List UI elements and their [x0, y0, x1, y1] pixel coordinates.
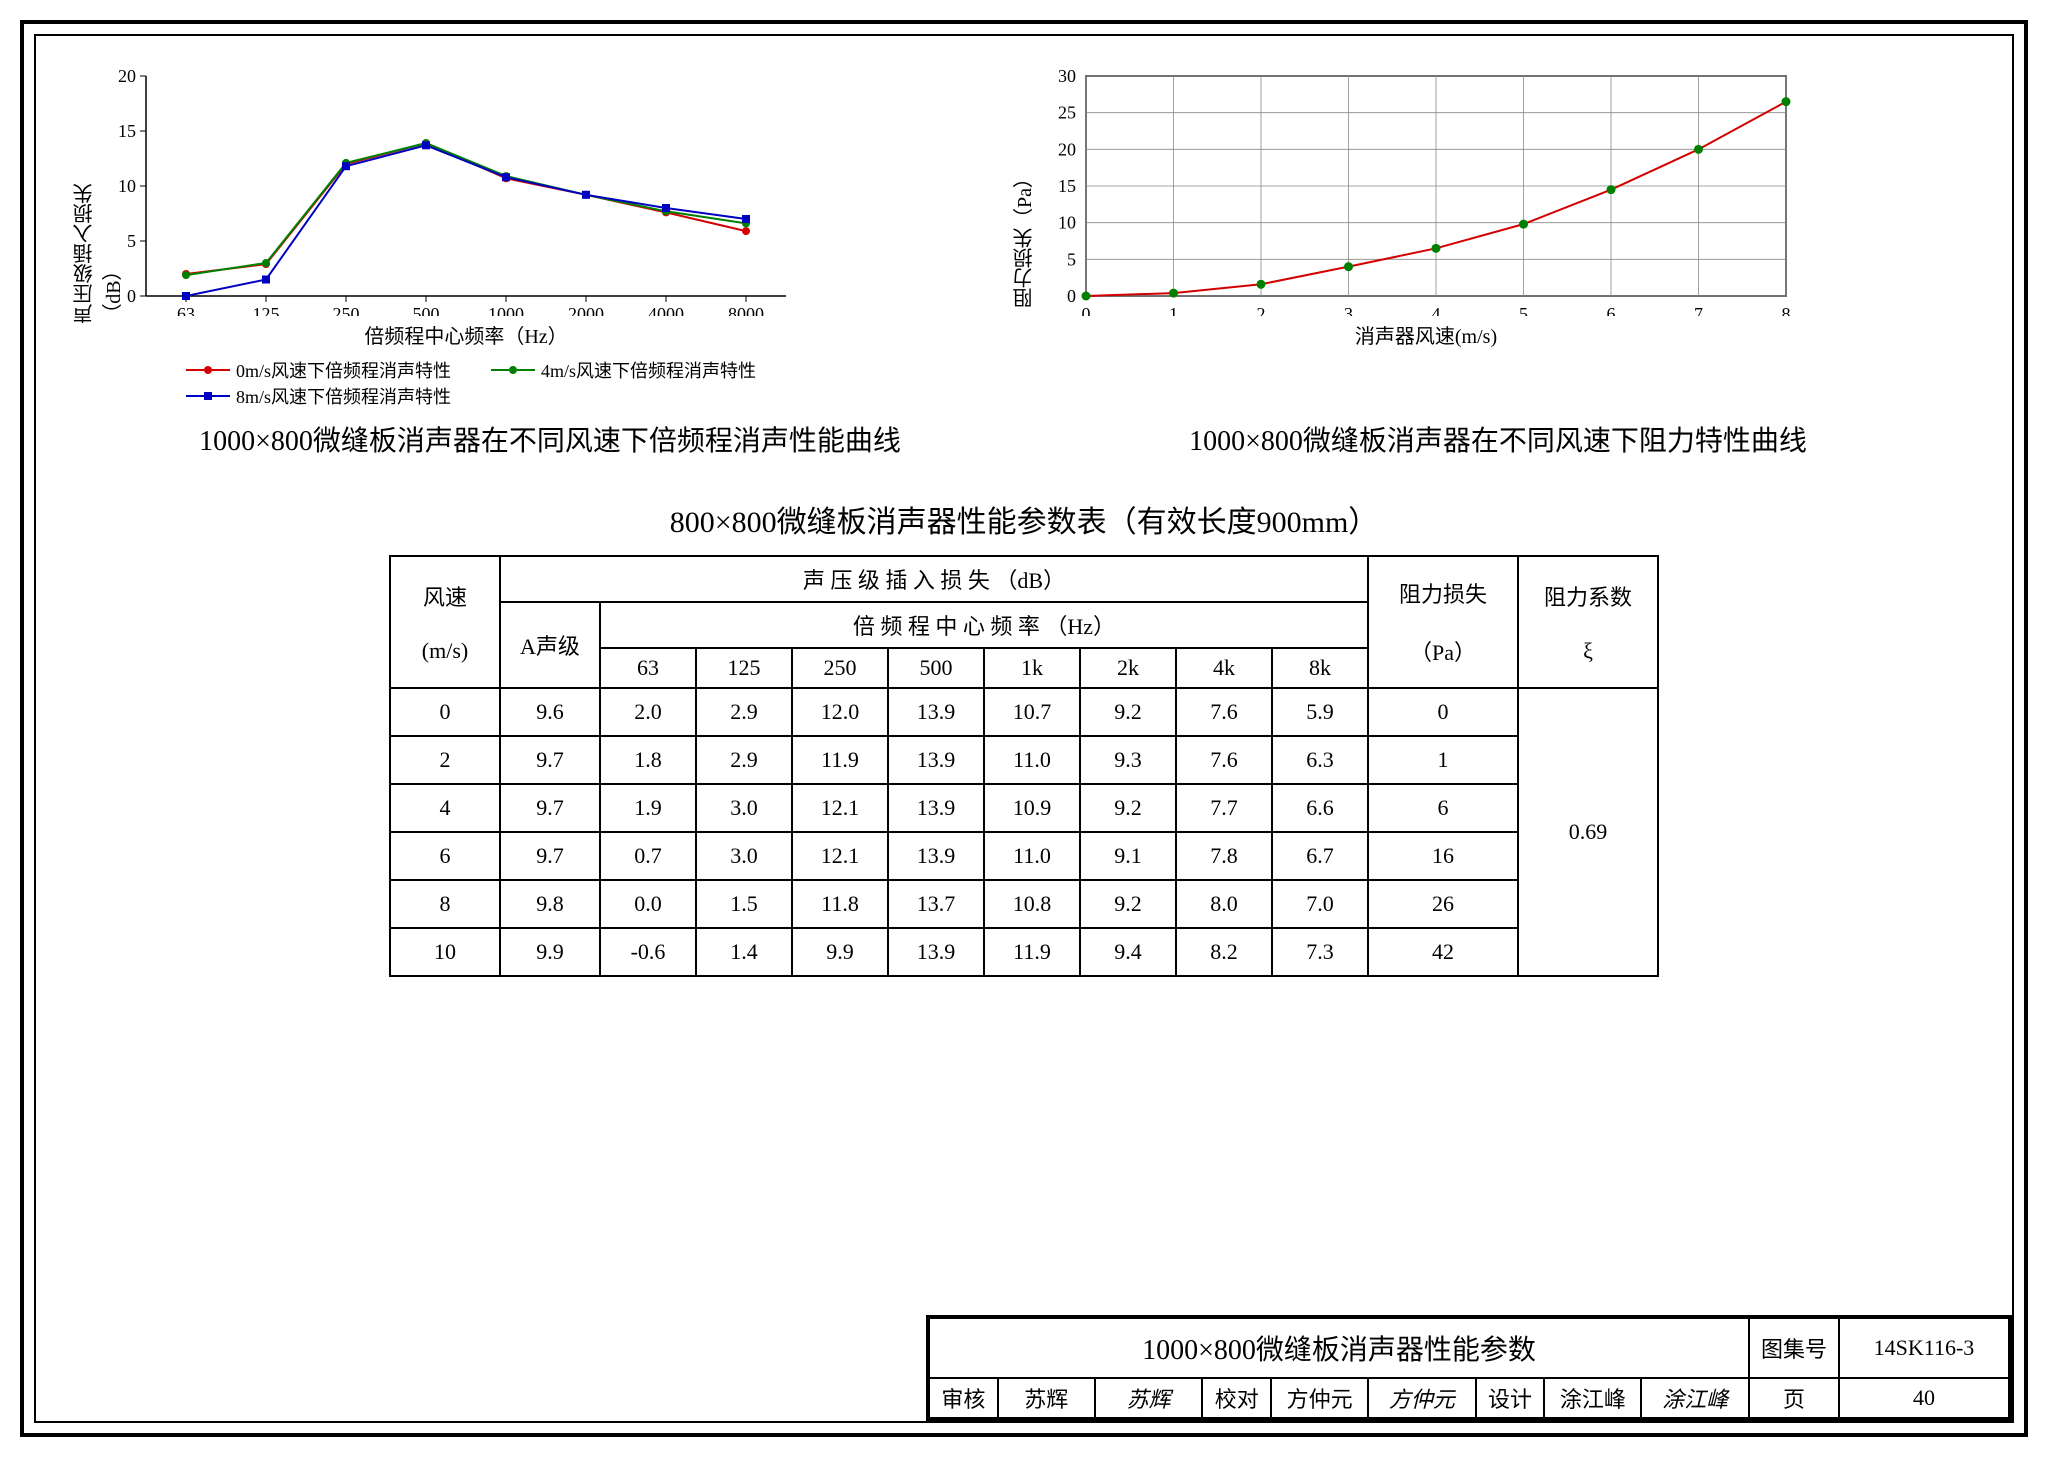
svg-text:3: 3: [1344, 304, 1353, 316]
chart1-ylabel: 声压级插入损失（dB）: [70, 152, 128, 324]
svg-text:6: 6: [1607, 304, 1616, 316]
svg-text:25: 25: [1058, 103, 1076, 123]
drawing-inner-frame: 声压级插入损失（dB） 0510152063125250500100020004…: [34, 34, 2014, 1423]
svg-text:5: 5: [127, 231, 136, 251]
table-title: 800×800微缝板消声器性能参数表（有效长度900mm）: [36, 497, 2012, 541]
tb-name: 涂江峰: [1544, 1378, 1641, 1418]
chart2-caption: 1000×800微缝板消声器在不同风速下阻力特性曲线: [1024, 419, 1972, 459]
svg-text:15: 15: [118, 121, 136, 141]
svg-text:20: 20: [118, 66, 136, 86]
drawing-sheet: 声压级插入损失（dB） 0510152063125250500100020004…: [20, 20, 2028, 1437]
tb-role: 设计: [1476, 1378, 1545, 1418]
chart1-caption: 1000×800微缝板消声器在不同风速下倍频程消声性能曲线: [76, 419, 1024, 459]
tb-signature: 方仲元: [1368, 1378, 1476, 1418]
chart2-ylabel: 阻力损失（Pa）: [1010, 168, 1039, 308]
svg-text:1: 1: [1169, 304, 1178, 316]
legend-item: 4m/s风速下倍频程消声特性: [491, 357, 756, 383]
tb-page-no: 40: [1839, 1378, 2009, 1418]
performance-table: 风速(m/s)声 压 级 插 入 损 失 （dB）阻力损失（Pa）阻力系数ξA声…: [389, 555, 1659, 977]
svg-text:7: 7: [1694, 304, 1703, 316]
chart1-legend: 0m/s风速下倍频程消声特性 4m/s风速下倍频程消声特性 8m/s风速下倍频程…: [76, 357, 856, 409]
legend-item: 8m/s风速下倍频程消声特性: [186, 383, 451, 409]
chart2-xlabel: 消声器风速(m/s): [1016, 320, 1836, 349]
chart-attenuation: 声压级插入损失（dB） 0510152063125250500100020004…: [76, 66, 856, 409]
tb-set-no: 14SK116-3: [1839, 1318, 2009, 1378]
svg-text:10: 10: [1058, 213, 1076, 233]
tb-signature: 涂江峰: [1641, 1378, 1749, 1418]
svg-text:500: 500: [413, 304, 440, 316]
svg-text:5: 5: [1067, 249, 1076, 269]
svg-text:125: 125: [253, 304, 280, 316]
chart1-svg: 05101520631252505001000200040008000: [76, 66, 816, 316]
svg-text:5: 5: [1519, 304, 1528, 316]
chart2-svg: 0 5 10 15 20 25 30 0 1 2 3 4 5 6 7 8: [1016, 66, 1816, 316]
tb-name: 苏辉: [998, 1378, 1095, 1418]
svg-text:30: 30: [1058, 66, 1076, 86]
svg-text:4000: 4000: [648, 304, 684, 316]
svg-text:0: 0: [1082, 304, 1091, 316]
svg-text:0: 0: [127, 286, 136, 306]
chart-resistance: 阻力损失（Pa） 051015202530012345678 消声器风速(m/s…: [1016, 66, 1836, 409]
svg-text:8000: 8000: [728, 304, 764, 316]
svg-text:15: 15: [1058, 176, 1076, 196]
svg-text:2: 2: [1257, 304, 1266, 316]
tb-set-label: 图集号: [1749, 1318, 1839, 1378]
chart1-xlabel: 倍频程中心频率（Hz）: [76, 320, 856, 349]
legend-item: 0m/s风速下倍频程消声特性: [186, 357, 451, 383]
tb-name: 方仲元: [1271, 1378, 1368, 1418]
tb-role: 校对: [1202, 1378, 1271, 1418]
svg-text:20: 20: [1058, 139, 1076, 159]
tb-page-label: 页: [1749, 1378, 1839, 1418]
svg-text:250: 250: [333, 304, 360, 316]
tb-signature: 苏辉: [1095, 1378, 1203, 1418]
svg-text:4: 4: [1432, 304, 1441, 316]
svg-text:1000: 1000: [488, 304, 524, 316]
tb-main-title: 1000×800微缝板消声器性能参数: [929, 1318, 1749, 1378]
svg-text:0: 0: [1067, 286, 1076, 306]
svg-text:63: 63: [177, 304, 195, 316]
svg-text:8: 8: [1782, 304, 1791, 316]
tb-role: 审核: [929, 1378, 998, 1418]
title-block: 1000×800微缝板消声器性能参数 图集号 14SK116-3 审核苏辉苏辉校…: [926, 1315, 2014, 1423]
svg-text:2000: 2000: [568, 304, 604, 316]
